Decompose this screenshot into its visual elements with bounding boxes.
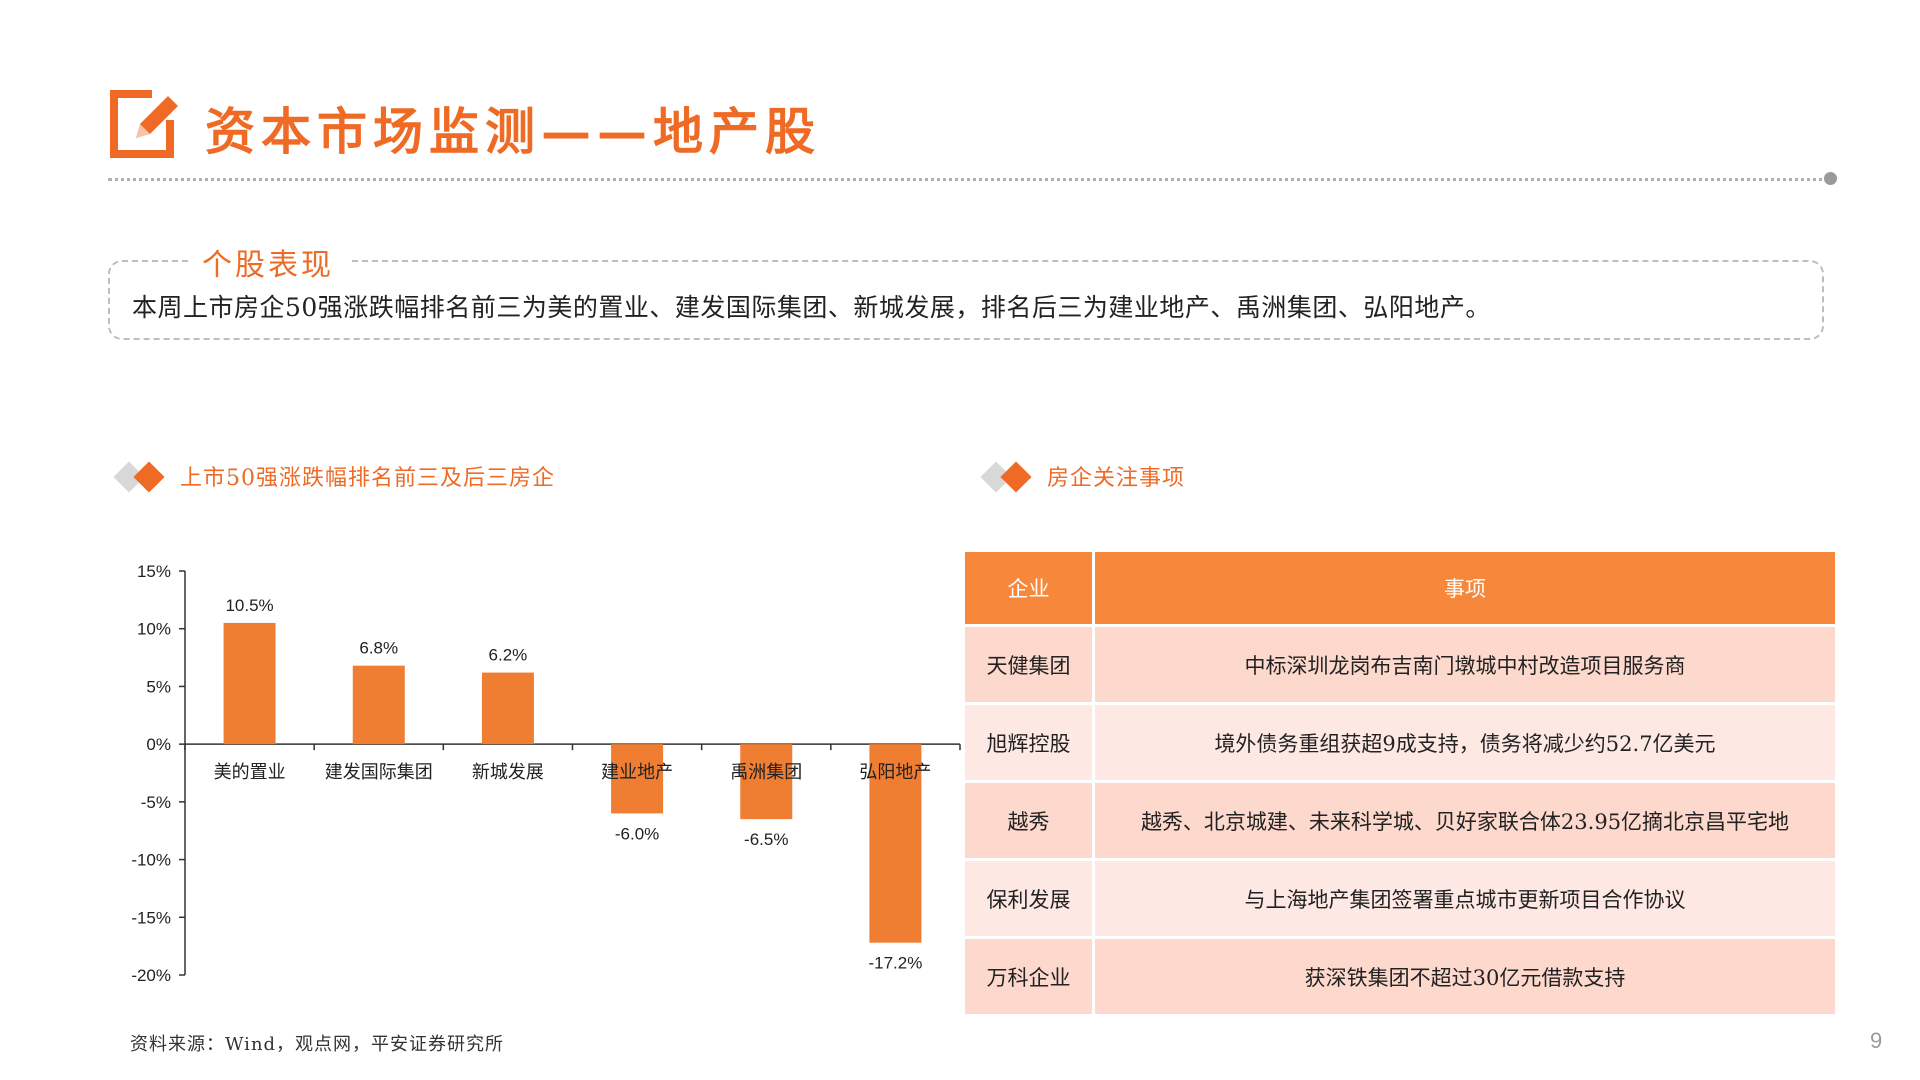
events-table: 企业 事项 天健集团 中标深圳龙岗布吉南门墩城中村改造项目服务商 旭辉控股 境外… (965, 552, 1835, 1017)
pencil-square-icon (110, 90, 178, 158)
summary-title: 个股表现 (188, 240, 348, 284)
table-row: 越秀 越秀、北京城建、未来科学城、贝好家联合体23.95亿摘北京昌平宅地 (965, 783, 1835, 861)
category-label: 建发国际集团 (325, 762, 433, 782)
y-tick-label: 10% (137, 620, 171, 639)
table-header-company: 企业 (965, 552, 1095, 627)
page-title: 资本市场监测——地产股 (205, 102, 821, 161)
header-divider (108, 178, 1830, 181)
bar (223, 622, 276, 745)
table-cell-event: 与上海地产集团签署重点城市更新项目合作协议 (1095, 861, 1835, 939)
bar-chart: 15% 10% 5% 0% -5% -10% -15% -20% 10.5% 美的置业 6.8% 建发… (131, 562, 961, 985)
table-cell-company: 万科企业 (965, 939, 1095, 1017)
y-tick-label: 15% (137, 562, 171, 581)
y-tick-label: -15% (131, 908, 171, 927)
bar (740, 744, 793, 820)
bar-value-label: -6.0% (615, 824, 659, 843)
table-row: 万科企业 获深铁集团不超过30亿元借款支持 (965, 939, 1835, 1017)
table-header-row: 企业 事项 (965, 552, 1835, 627)
source-note: 资料来源：Wind，观点网，平安证券研究所 (130, 1034, 505, 1055)
bar-value-label: -6.5% (744, 830, 788, 849)
bar-value-label: 10.5% (225, 596, 273, 615)
category-label: 弘阳地产 (859, 762, 931, 782)
y-tick-label: -20% (131, 966, 171, 985)
bar (869, 744, 922, 943)
header-divider-dot (1824, 172, 1837, 185)
table-cell-event: 境外债务重组获超9成支持，债务将减少约52.7亿美元 (1095, 705, 1835, 783)
table-cell-company: 旭辉控股 (965, 705, 1095, 783)
category-label: 禹洲集团 (730, 762, 802, 782)
table-section-header: 房企关注事项 (980, 460, 1305, 500)
bar-value-label: 6.2% (489, 646, 528, 665)
table-section-title: 房企关注事项 (1047, 466, 1186, 491)
y-tick-label: 5% (146, 677, 171, 696)
bar (611, 744, 664, 814)
table-cell-company: 越秀 (965, 783, 1095, 861)
page-number: 9 (1870, 1028, 1883, 1053)
bar (481, 672, 534, 745)
chart-section-header: 上市50强涨跌幅排名前三及后三房企 (113, 460, 638, 500)
diamond-orange-icon (1000, 461, 1032, 493)
table-row: 旭辉控股 境外债务重组获超9成支持，债务将减少约52.7亿美元 (965, 705, 1835, 783)
category-label: 新城发展 (472, 762, 544, 782)
bar-value-label: 6.8% (359, 639, 398, 658)
y-tick-label: -5% (141, 793, 171, 812)
diamond-orange-icon (133, 461, 165, 493)
category-label: 美的置业 (214, 762, 286, 782)
bar-value-label: -17.2% (868, 954, 922, 973)
summary-box (108, 260, 1824, 340)
table-header-event: 事项 (1095, 552, 1835, 627)
table-row: 保利发展 与上海地产集团签署重点城市更新项目合作协议 (965, 861, 1835, 939)
y-tick-label: 0% (146, 735, 171, 754)
table-cell-event: 中标深圳龙岗布吉南门墩城中村改造项目服务商 (1095, 627, 1835, 705)
table-row: 天健集团 中标深圳龙岗布吉南门墩城中村改造项目服务商 (965, 627, 1835, 705)
bar (352, 665, 405, 745)
y-tick-label: -10% (131, 851, 171, 870)
chart-section-title: 上市50强涨跌幅排名前三及后三房企 (180, 466, 555, 491)
table-cell-company: 天健集团 (965, 627, 1095, 705)
summary-text: 本周上市房企50强涨跌幅排名前三为美的置业、建发国际集团、新城发展，排名后三为建… (132, 293, 1491, 322)
table-cell-event: 越秀、北京城建、未来科学城、贝好家联合体23.95亿摘北京昌平宅地 (1095, 783, 1835, 861)
category-label: 建业地产 (601, 762, 673, 782)
table-cell-event: 获深铁集团不超过30亿元借款支持 (1095, 939, 1835, 1017)
table-cell-company: 保利发展 (965, 861, 1095, 939)
